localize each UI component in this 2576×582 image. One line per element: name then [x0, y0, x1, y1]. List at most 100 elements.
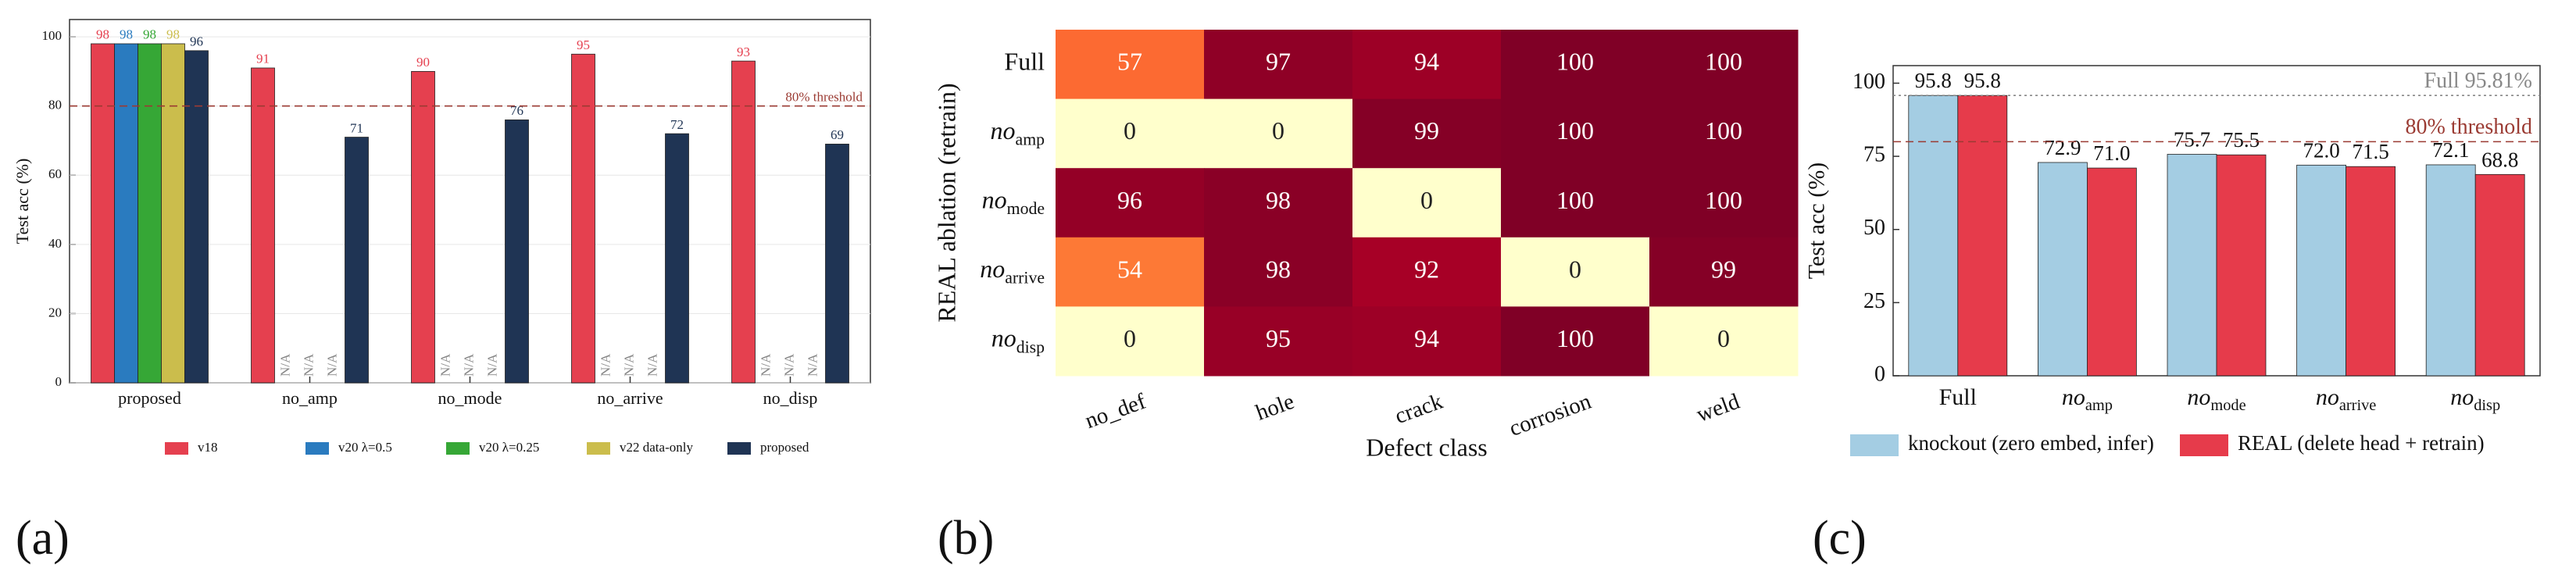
- value-label: 90: [416, 55, 430, 70]
- cell-label: 98: [1266, 255, 1291, 283]
- bar: [825, 144, 849, 384]
- y-axis-label: REAL ablation (retrain): [932, 83, 960, 322]
- bar: [2086, 167, 2137, 377]
- heatmap-cell: [1204, 168, 1353, 238]
- legend-swatch: [587, 442, 610, 455]
- heatmap-cell: [1352, 30, 1502, 100]
- heatmap-cell: [1352, 306, 1502, 377]
- heatmap-cell: [1352, 237, 1502, 307]
- label-base: Full: [1004, 48, 1045, 76]
- value-label: 72: [670, 117, 684, 132]
- y-tick-label: nodisp: [991, 324, 1045, 356]
- label-base: no: [980, 255, 1005, 283]
- x-tick-label: weld: [1693, 389, 1743, 427]
- heatmap-cell: [1204, 306, 1353, 377]
- value-label: 75.7: [2174, 127, 2210, 151]
- y-tick-label: noamp: [991, 116, 1045, 148]
- cell-label: 92: [1414, 255, 1439, 283]
- x-axis-label: Defect class: [1366, 433, 1487, 461]
- label-base: Full: [1939, 384, 1977, 410]
- value-label: 72.0: [2303, 138, 2339, 162]
- legend-label: v22 data-only: [620, 440, 693, 455]
- cell-label: 100: [1556, 324, 1594, 352]
- bar: [138, 43, 162, 384]
- cell-label: 97: [1266, 48, 1291, 76]
- bar: [184, 50, 209, 384]
- cell-label: 100: [1705, 116, 1742, 145]
- cell-label: 100: [1556, 186, 1594, 214]
- cell-label: 100: [1705, 186, 1742, 214]
- value-label: 71.0: [2093, 141, 2130, 165]
- value-label: N/A: [277, 353, 292, 377]
- value-label: 95.8: [1964, 69, 2001, 92]
- x-tick-label: no_disp: [763, 388, 818, 408]
- y-axis-label: Test acc (%): [13, 159, 32, 245]
- heatmap-cell: [1352, 98, 1502, 169]
- heatmap-cell: [1501, 168, 1650, 238]
- heatmap-cell: [1501, 306, 1650, 377]
- bar: [91, 43, 115, 384]
- label-sub: arrive: [1005, 269, 1045, 287]
- value-label: 75.5: [2223, 128, 2260, 152]
- cell-label: 0: [1124, 324, 1136, 352]
- value-label: 98: [166, 27, 180, 42]
- label-sub: arrive: [2339, 397, 2377, 414]
- y-tick-label: 80: [48, 98, 62, 112]
- heatmap-cell: [1501, 98, 1650, 169]
- cell-label: 57: [1117, 48, 1142, 76]
- bar: [2474, 173, 2525, 377]
- reference-label: 80% threshold: [785, 89, 863, 104]
- value-label: N/A: [438, 353, 452, 377]
- bar: [411, 71, 435, 384]
- label-base: no: [2187, 384, 2210, 410]
- heatmap-cell: [1204, 30, 1353, 100]
- heatmap-cell: [1649, 237, 1799, 307]
- heatmap-cell: [1204, 237, 1353, 307]
- x-tick-label: no_amp: [282, 388, 338, 408]
- cell-label: 96: [1117, 186, 1142, 214]
- heatmap-cell: [1056, 98, 1205, 169]
- value-label: N/A: [621, 353, 636, 377]
- label-base: no: [2450, 384, 2474, 410]
- y-tick-label: 100: [1853, 70, 1885, 94]
- label-sub: amp: [1016, 130, 1045, 149]
- bar: [2296, 164, 2347, 377]
- y-tick-label: nomode: [982, 186, 1045, 218]
- legend-label: v20 λ=0.5: [338, 440, 392, 455]
- heatmap-cell: [1352, 168, 1502, 238]
- value-label: 96: [190, 34, 203, 49]
- label-base: no: [2062, 384, 2085, 410]
- value-label: 93: [737, 45, 750, 59]
- x-tick-label: nomode: [2187, 384, 2246, 414]
- value-label: 91: [256, 52, 270, 66]
- value-label: 98: [143, 27, 156, 42]
- panel-label: (c): [1813, 512, 1867, 565]
- legend-swatch: [1850, 434, 1899, 456]
- y-tick-label: 20: [48, 305, 62, 320]
- y-tick-label: 50: [1863, 216, 1885, 240]
- label-base: no: [2316, 384, 2339, 410]
- heatmap-cell: [1501, 237, 1650, 307]
- reference-label: 80% threshold: [2405, 115, 2532, 139]
- legend-label: knockout (zero embed, infer): [1908, 431, 2154, 455]
- bar: [2167, 154, 2217, 377]
- value-label: 71.5: [2352, 140, 2388, 163]
- label-sub: mode: [2210, 397, 2246, 414]
- panel-label: (b): [938, 512, 994, 565]
- value-label: N/A: [645, 353, 659, 377]
- bar: [2037, 162, 2088, 377]
- heatmap-cell: [1056, 306, 1205, 377]
- y-axis-label: Test acc (%): [1804, 162, 1830, 279]
- bar: [2216, 154, 2267, 377]
- bar: [345, 137, 369, 384]
- cell-label: 0: [1124, 116, 1136, 145]
- y-tick-label: noarrive: [980, 255, 1045, 287]
- x-tick-label: proposed: [118, 388, 181, 408]
- legend-swatch: [446, 442, 470, 455]
- bar: [731, 60, 756, 384]
- value-label: N/A: [805, 353, 820, 377]
- value-label: 68.8: [2481, 148, 2518, 171]
- value-label: N/A: [758, 353, 773, 377]
- legend-swatch: [165, 442, 188, 455]
